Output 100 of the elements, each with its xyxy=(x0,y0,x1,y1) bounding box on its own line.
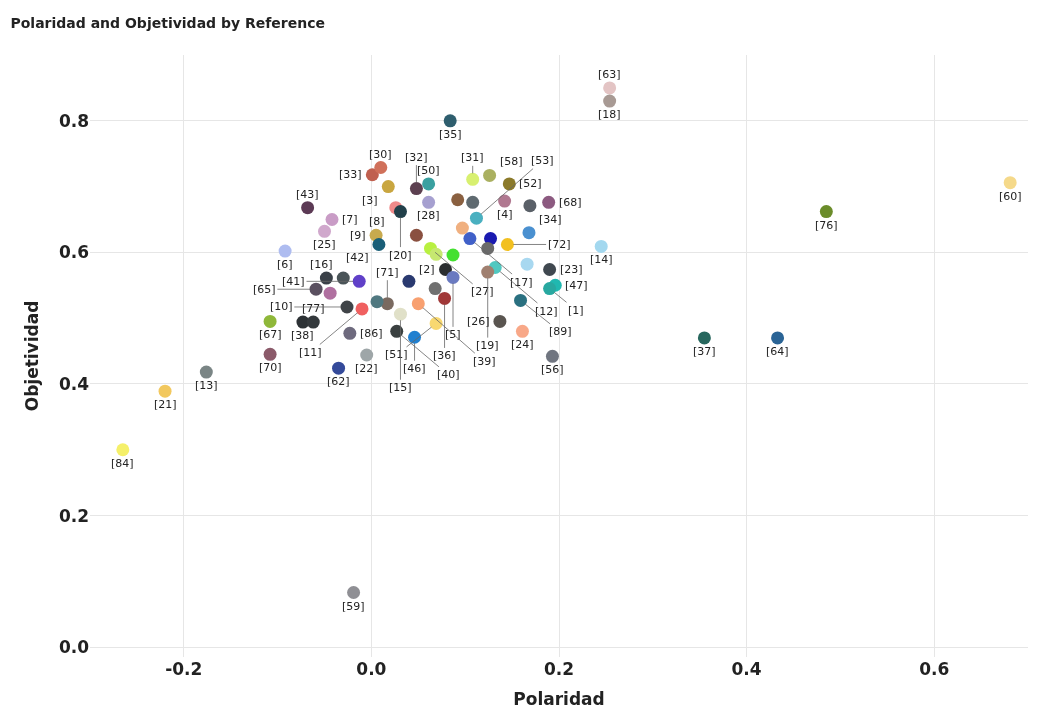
series-label: [84] xyxy=(111,457,134,470)
point xyxy=(545,349,559,363)
text: [41] xyxy=(282,275,305,288)
series-label: [7] xyxy=(342,213,358,226)
y-tick-label: 0.6 xyxy=(58,242,89,263)
series-label: [25] xyxy=(313,238,336,251)
series-label: [22] xyxy=(355,362,378,375)
text: [36] xyxy=(433,349,456,362)
point xyxy=(429,247,443,261)
point xyxy=(514,293,528,307)
series-label: [34] xyxy=(539,213,562,226)
point xyxy=(422,195,436,209)
point xyxy=(428,282,442,296)
point xyxy=(374,161,388,174)
series-label: [26] xyxy=(467,315,490,328)
point xyxy=(393,205,407,219)
series-label: [2] xyxy=(419,263,435,276)
series-label: [4] xyxy=(497,208,513,221)
point xyxy=(819,205,833,219)
text: [20] xyxy=(389,249,412,262)
series-label: [8] xyxy=(369,215,385,228)
series-label: [52] xyxy=(519,177,542,190)
series-label: [38] xyxy=(291,329,314,342)
text: [27] xyxy=(471,285,494,298)
series-label: [1] xyxy=(568,304,584,317)
series-label: [3] xyxy=(362,194,378,207)
point xyxy=(199,365,213,379)
series-label: [35] xyxy=(439,128,462,141)
series-label: [9] xyxy=(350,229,366,242)
point xyxy=(343,326,357,340)
x-tick-label: -0.2 xyxy=(165,659,203,679)
text: [11] xyxy=(299,346,322,359)
point xyxy=(278,244,292,258)
chart-title: Polaridad and Objetividad by Reference xyxy=(10,14,326,31)
point xyxy=(409,182,423,196)
point xyxy=(393,307,407,321)
text: [65] xyxy=(253,283,276,296)
series-label: [60] xyxy=(999,190,1022,203)
series-label: [23] xyxy=(560,263,583,276)
x-tick-label: 0.4 xyxy=(731,659,762,679)
text: [72] xyxy=(548,238,571,251)
point xyxy=(340,300,354,314)
series-label: [33] xyxy=(339,168,362,181)
series-label: [71] xyxy=(376,266,399,279)
point xyxy=(543,262,557,276)
y-tick-label: 0.2 xyxy=(58,505,89,526)
point xyxy=(263,347,277,361)
series-label: [64] xyxy=(766,345,789,358)
point xyxy=(306,315,320,329)
point xyxy=(455,221,469,235)
series-label: [50] xyxy=(417,164,440,177)
point xyxy=(493,314,507,328)
text: [40] xyxy=(437,368,460,381)
series-label: [77] xyxy=(302,302,325,315)
series-label: [70] xyxy=(259,361,282,374)
point xyxy=(594,239,608,253)
series-label: [56] xyxy=(541,363,564,376)
point xyxy=(697,331,711,345)
x-tick-label: 0.6 xyxy=(919,659,950,679)
x-tick-label: 0.0 xyxy=(356,659,387,679)
text: [19] xyxy=(476,339,499,352)
point xyxy=(355,302,369,316)
point xyxy=(332,361,346,375)
point xyxy=(319,271,333,285)
point xyxy=(263,314,277,328)
text: [15] xyxy=(389,381,412,394)
series-label: [18] xyxy=(598,108,621,121)
series-label: [62] xyxy=(327,375,350,388)
point xyxy=(520,257,534,271)
point xyxy=(390,324,404,338)
series-label: [16] xyxy=(310,258,333,271)
series-label: [13] xyxy=(195,379,218,392)
y-tick-label: 0.8 xyxy=(58,110,89,131)
series-label: [31] xyxy=(461,151,484,164)
point xyxy=(483,168,497,182)
point xyxy=(523,199,537,213)
series-label: [67] xyxy=(259,328,282,341)
point xyxy=(469,211,483,225)
point xyxy=(603,94,617,108)
x-tick-label: 0.2 xyxy=(543,659,575,679)
series-label: [21] xyxy=(154,398,177,411)
point xyxy=(347,586,361,600)
text: [89] xyxy=(549,325,572,338)
point xyxy=(411,297,425,311)
point xyxy=(116,443,130,457)
series-label: [14] xyxy=(590,253,613,266)
text: [5] xyxy=(445,328,461,341)
point xyxy=(352,274,366,288)
series-label: [28] xyxy=(417,209,440,222)
point xyxy=(370,295,384,309)
series-label: [37] xyxy=(693,345,716,358)
series-label: [59] xyxy=(342,600,365,613)
point xyxy=(409,228,423,242)
point xyxy=(158,384,172,398)
series-label: [76] xyxy=(815,219,838,232)
point xyxy=(466,195,480,209)
point xyxy=(515,324,529,338)
series-label: [86] xyxy=(360,327,383,340)
point xyxy=(463,232,477,246)
point xyxy=(438,291,452,305)
